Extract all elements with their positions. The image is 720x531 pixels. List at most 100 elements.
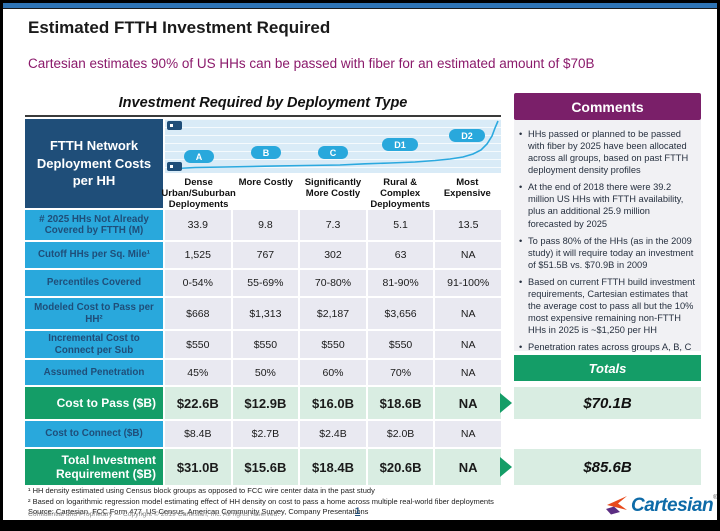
group-pill-c: C	[318, 146, 348, 159]
table-cell: 50%	[232, 360, 299, 385]
table-cell: NA	[435, 360, 501, 385]
table-cell: $15.6B	[232, 449, 299, 485]
table-cell: 0-54%	[165, 270, 231, 296]
table-cell: 70-80%	[300, 270, 366, 296]
table-cell: 55-69%	[232, 270, 299, 296]
investment-table: # 2025 HHs Not Already Covered by FTTH (…	[25, 210, 501, 485]
page-subtitle: Cartesian estimates 90% of US HHs can be…	[28, 56, 595, 71]
total-investment-arrow-icon	[500, 457, 512, 477]
copyright-line: Confidential and Proprietary — Copyright…	[28, 511, 280, 518]
totals-header: Totals	[514, 355, 701, 381]
row-label: Cost to Connect ($B)	[25, 421, 163, 447]
table-cell: $3,656	[367, 298, 434, 329]
footnotes: ¹ HH density estimated using Census bloc…	[28, 486, 494, 518]
group-pill-b: B	[251, 146, 281, 159]
comment-bullet: At the end of 2018 there were 39.2 milli…	[519, 181, 695, 229]
table-cell: $8.4B	[165, 421, 231, 447]
table-cell: $550	[165, 331, 231, 358]
axis-label-top	[167, 121, 182, 130]
row-label: Modeled Cost to Pass per HH²	[25, 298, 163, 329]
table-cell: NA	[435, 421, 501, 447]
table-cell: 81-90%	[367, 270, 434, 296]
table-cell: NA	[435, 449, 501, 485]
row-label: Total Investment Requirement ($B)	[25, 449, 163, 485]
row-label: # 2025 HHs Not Already Covered by FTTH (…	[25, 210, 163, 240]
table-cell: NA	[435, 298, 501, 329]
table-cell: 767	[232, 242, 299, 268]
comments-list: HHs passed or planned to be passed with …	[519, 128, 695, 377]
row-label: Incremental Cost to Connect per Sub	[25, 331, 163, 358]
table-cell: NA	[435, 331, 501, 358]
comments-panel: HHs passed or planned to be passed with …	[514, 120, 701, 376]
logo-registered-mark: ®	[713, 495, 718, 501]
comment-bullet: HHs passed or planned to be passed with …	[519, 128, 695, 176]
column-header-label: Rural & Complex Deployments	[370, 177, 430, 211]
table-cell: 45%	[165, 360, 231, 385]
table-cell: 91-100%	[435, 270, 501, 296]
table-cell: 302	[300, 242, 366, 268]
column-header: Dense Urban/Suburban Deployments	[161, 175, 235, 210]
cartesian-logo-icon	[606, 496, 627, 515]
bottom-border-bar	[3, 520, 717, 528]
table-cell: $2,187	[300, 298, 366, 329]
top-accent-strip	[3, 3, 717, 9]
footnote-2: ² Based on logarithmic regression model …	[28, 496, 494, 506]
row-label: Cost to Pass ($B)	[25, 387, 163, 419]
source-line: Source: Cartesian, FCC Form 477, US Cens…	[28, 507, 369, 516]
cartesian-logo: Cartesian ®	[603, 494, 718, 518]
comment-bullet: Based on current FTTH build investment r…	[519, 276, 695, 336]
row-label: Percentiles Covered	[25, 270, 163, 296]
totals-cost-to-pass: $70.1B	[514, 387, 701, 419]
table-cell: 33.9	[165, 210, 231, 240]
column-header-label: More Costly	[238, 177, 293, 188]
table-cell: $550	[300, 331, 366, 358]
table-cell: $550	[367, 331, 434, 358]
totals-total-investment: $85.6B	[514, 449, 701, 485]
table-cell: 63	[367, 242, 434, 268]
table-cell: $18.4B	[300, 449, 366, 485]
table-cell: NA	[435, 387, 501, 419]
cartesian-logo-text: Cartesian	[631, 495, 714, 516]
table-cell: 9.8	[232, 210, 299, 240]
table-cell: $2.4B	[300, 421, 366, 447]
table-corner-header: FTTH Network Deployment Costs per HH	[25, 119, 163, 208]
table-cell: 70%	[367, 360, 434, 385]
comment-bullet: To pass 80% of the HHs (as in the 2009 s…	[519, 235, 695, 271]
group-pill-d1: D1	[382, 138, 418, 151]
chart-title: Investment Required by Deployment Type	[118, 95, 408, 111]
page-title: Estimated FTTH Investment Required	[28, 18, 331, 37]
table-cell: $1,313	[232, 298, 299, 329]
table-cell: $668	[165, 298, 231, 329]
table-cell: $22.6B	[165, 387, 231, 419]
footnote-1: ¹ HH density estimated using Census bloc…	[28, 486, 375, 495]
comments-header: Comments	[514, 93, 701, 120]
table-cell: 60%	[300, 360, 366, 385]
group-pill-d2: D2	[449, 129, 485, 142]
row-label: Assumed Penetration	[25, 360, 163, 385]
column-header-label: Significantly More Costly	[304, 177, 362, 200]
column-header: Rural & Complex Deployments	[367, 175, 434, 211]
deployment-cost-curve-chart: A B C D1 D2	[165, 119, 501, 173]
row-label: Cutoff HHs per Sq. Mile¹	[25, 242, 163, 268]
cost-to-pass-arrow-icon	[500, 393, 512, 413]
table-cell: 13.5	[435, 210, 501, 240]
table-cell: $20.6B	[367, 449, 434, 485]
table-cell: 1,525	[165, 242, 231, 268]
table-cell: $2.7B	[232, 421, 299, 447]
column-headers: Dense Urban/Suburban Deployments More Cos…	[161, 175, 501, 211]
column-header-label: Most Expensive	[443, 177, 491, 200]
column-header: Most Expensive	[434, 175, 501, 209]
column-header: More Costly	[232, 175, 299, 209]
table-cell: $550	[232, 331, 299, 358]
cost-curve	[166, 120, 499, 170]
table-cell: $2.0B	[367, 421, 434, 447]
chart-title-rule	[25, 115, 501, 117]
table-cell: 5.1	[367, 210, 434, 240]
column-header: Significantly More Costly	[299, 175, 366, 209]
column-header-label: Dense Urban/Suburban Deployments	[161, 177, 236, 211]
table-cell: $31.0B	[165, 449, 231, 485]
table-cell: $16.0B	[300, 387, 366, 419]
group-pill-a: A	[184, 150, 214, 163]
page-number: 1	[355, 506, 361, 517]
